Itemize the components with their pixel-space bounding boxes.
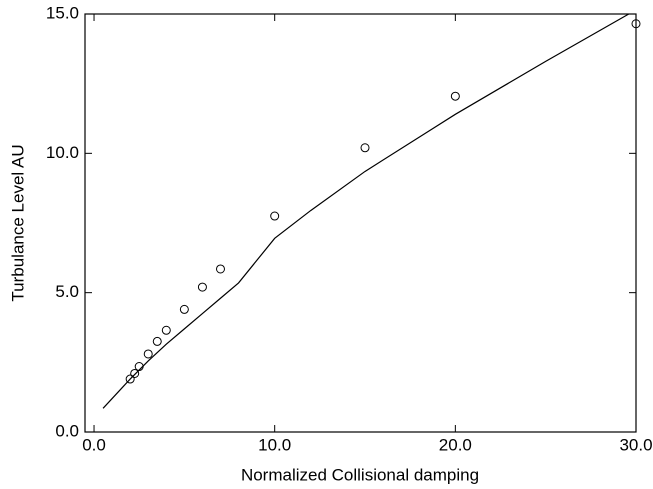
plot-frame: [84, 13, 637, 433]
data-point: [130, 368, 140, 378]
data-point: [161, 325, 171, 335]
data-point: [125, 374, 135, 384]
x-tick-label: 10.0: [258, 435, 291, 454]
y-tick-label: 5.0: [55, 282, 79, 301]
y-tick-label: 10.0: [46, 143, 79, 162]
data-point: [152, 336, 162, 346]
data-point: [179, 304, 189, 314]
y-axis-label: Turbulance Level AU: [8, 144, 27, 301]
fit-line: [102, 13, 630, 409]
data-point: [215, 264, 225, 274]
x-tick-label: 0.0: [82, 435, 106, 454]
y-tick-label: 0.0: [55, 421, 79, 440]
data-point: [450, 91, 460, 101]
data-point: [631, 19, 641, 29]
data-point: [360, 143, 370, 153]
data-point: [197, 282, 207, 292]
data-point: [270, 211, 280, 221]
y-tick-label: 15.0: [46, 3, 79, 22]
x-tick-label: 20.0: [439, 435, 472, 454]
x-axis-label: Normalized Collisional damping: [241, 465, 479, 484]
x-tick-label: 30.0: [619, 435, 652, 454]
data-point: [143, 349, 153, 359]
